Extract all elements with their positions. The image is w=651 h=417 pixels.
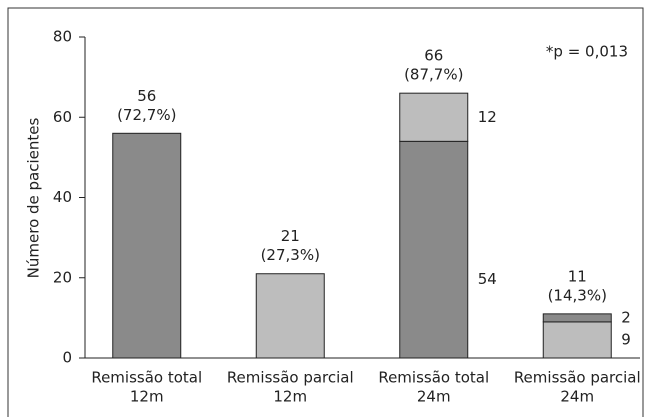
percent-label: (27,3%) xyxy=(261,246,320,264)
x-tick-label: Remissão total xyxy=(91,369,202,387)
annotation: *p = 0,013 xyxy=(546,43,628,61)
percent-label: (72,7%) xyxy=(117,106,176,124)
y-tick-label: 80 xyxy=(53,28,72,46)
bar-segment xyxy=(255,273,325,359)
bar-segment xyxy=(112,132,182,359)
x-tick-label: Remissão total xyxy=(378,369,489,387)
percent-label: (14,3%) xyxy=(548,286,607,304)
total-label: 11 xyxy=(568,267,587,285)
frame xyxy=(7,7,644,417)
y-tick-label: 40 xyxy=(53,188,72,206)
bar-segment xyxy=(399,140,469,359)
segment-label: 54 xyxy=(478,270,497,288)
x-tick-label: Remissão parcial xyxy=(514,369,641,387)
x-tick-label: Remissão parcial xyxy=(227,369,354,387)
total-label: 66 xyxy=(424,47,443,65)
total-label: 56 xyxy=(137,87,156,105)
x-tick-label: 24m xyxy=(417,388,451,406)
x-tick-label: 12m xyxy=(273,388,307,406)
percent-label: (87,7%) xyxy=(404,66,463,84)
y-tick-label: 20 xyxy=(53,268,72,286)
segment-label: 2 xyxy=(621,308,631,326)
total-label: 21 xyxy=(281,227,300,245)
segment-label: 12 xyxy=(478,108,497,126)
bar-segment xyxy=(542,321,612,359)
bar-segment xyxy=(542,313,612,323)
x-tick-label: 12m xyxy=(130,388,164,406)
y-tick-label: 0 xyxy=(62,349,72,367)
y-axis-label: Número de pacientes xyxy=(25,117,43,278)
x-tick-label: 24m xyxy=(560,388,594,406)
segment-label: 9 xyxy=(621,330,631,348)
bar-segment xyxy=(399,92,469,142)
y-tick-label: 60 xyxy=(53,108,72,126)
